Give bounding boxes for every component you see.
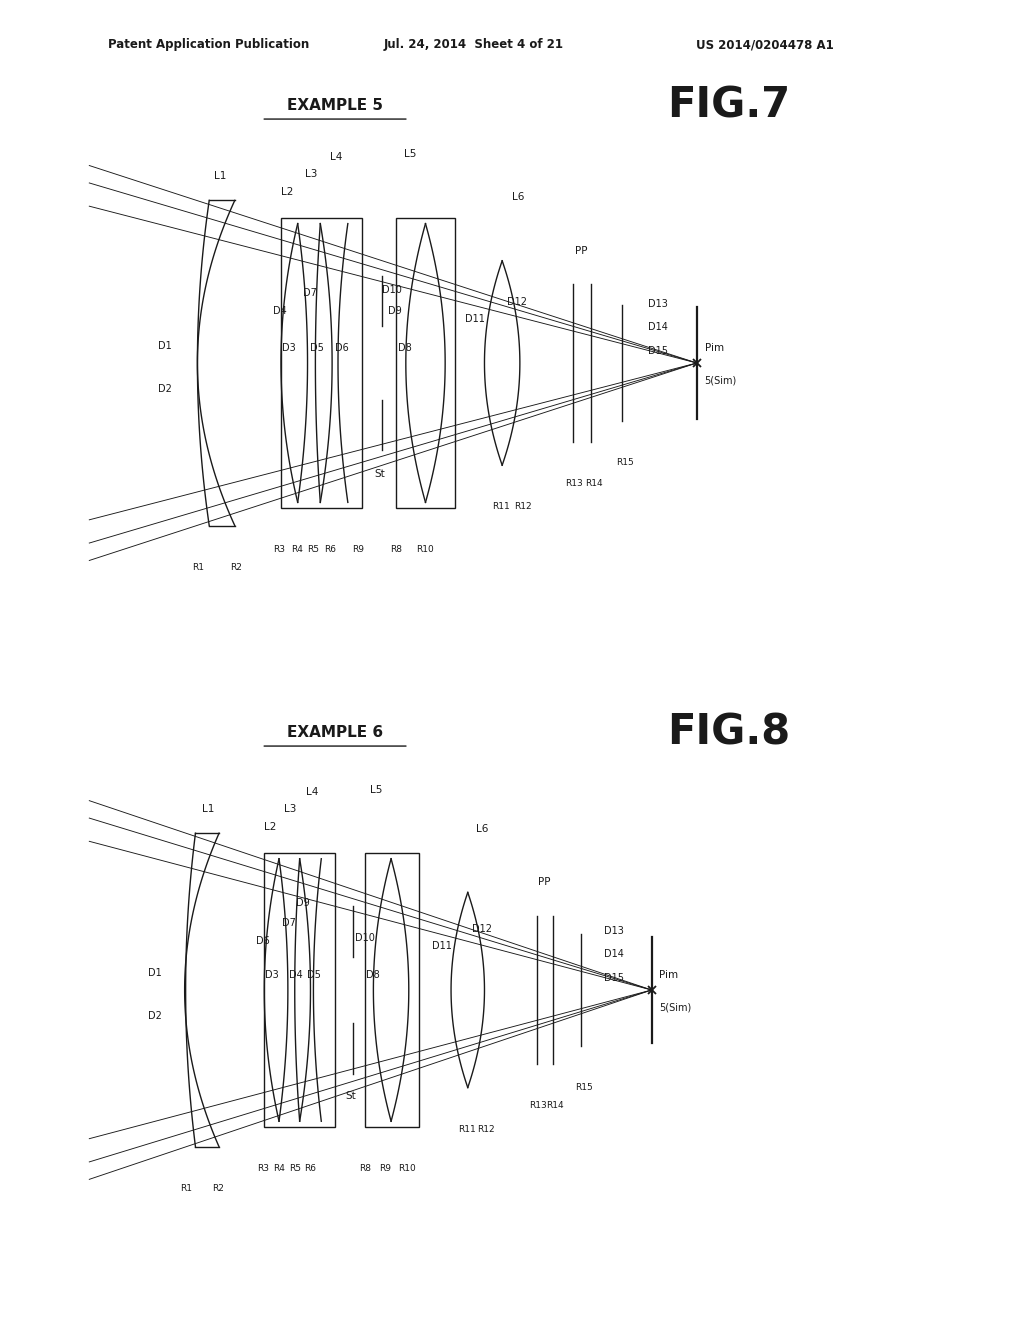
Bar (396, 218, 455, 508)
Text: R5: R5 (289, 1164, 301, 1173)
Text: R6: R6 (325, 545, 336, 554)
Text: D9: D9 (296, 899, 309, 908)
Text: R11: R11 (493, 503, 510, 511)
Text: D3: D3 (265, 970, 279, 981)
Text: R11: R11 (458, 1125, 476, 1134)
Bar (365, 853, 419, 1127)
Text: L1: L1 (214, 172, 226, 181)
Text: L3: L3 (304, 169, 317, 180)
Text: D13: D13 (604, 927, 625, 936)
Text: Patent Application Publication: Patent Application Publication (108, 38, 309, 51)
Text: D1: D1 (158, 341, 172, 351)
Text: St: St (375, 469, 385, 479)
Text: L5: L5 (403, 149, 416, 160)
Text: R2: R2 (229, 562, 242, 572)
Text: R8: R8 (358, 1164, 371, 1173)
Text: D14: D14 (604, 949, 625, 960)
Text: R3: R3 (257, 1164, 269, 1173)
Text: L6: L6 (475, 824, 488, 834)
Text: R5: R5 (307, 545, 319, 554)
Text: D6: D6 (256, 936, 270, 945)
Text: R13: R13 (528, 1101, 547, 1110)
Text: D11: D11 (432, 941, 453, 952)
Text: Pim: Pim (659, 970, 679, 981)
Text: L2: L2 (281, 186, 293, 197)
Text: R14: R14 (585, 479, 602, 488)
Text: R4: R4 (291, 545, 303, 554)
Text: US 2014/0204478 A1: US 2014/0204478 A1 (696, 38, 835, 51)
Text: R4: R4 (273, 1164, 285, 1173)
Text: R1: R1 (193, 562, 205, 572)
Text: FIG.7: FIG.7 (667, 84, 790, 127)
Text: R10: R10 (416, 545, 433, 554)
Text: D10: D10 (382, 285, 402, 296)
Text: D15: D15 (604, 973, 625, 982)
Text: L2: L2 (264, 821, 276, 832)
Text: D4: D4 (289, 970, 303, 981)
Text: D12: D12 (472, 924, 492, 935)
Text: D7: D7 (282, 919, 296, 928)
Text: D15: D15 (647, 346, 668, 355)
Text: EXAMPLE 6: EXAMPLE 6 (287, 725, 383, 739)
Text: R3: R3 (273, 545, 285, 554)
Text: L3: L3 (284, 804, 296, 814)
Text: L1: L1 (203, 804, 215, 814)
Text: D11: D11 (465, 314, 484, 325)
Text: Jul. 24, 2014  Sheet 4 of 21: Jul. 24, 2014 Sheet 4 of 21 (384, 38, 564, 51)
Text: D8: D8 (398, 343, 412, 354)
Text: 5(Sim): 5(Sim) (705, 376, 737, 385)
Text: R9: R9 (379, 1164, 391, 1173)
Text: D2: D2 (158, 384, 172, 395)
Text: R6: R6 (304, 1164, 316, 1173)
Text: L5: L5 (371, 784, 383, 795)
Text: R12: R12 (514, 503, 531, 511)
Text: L4: L4 (305, 787, 317, 797)
Text: FIG.8: FIG.8 (667, 711, 790, 754)
Text: R12: R12 (477, 1125, 496, 1134)
Text: R15: R15 (574, 1082, 593, 1092)
Bar (281, 218, 361, 508)
Text: D8: D8 (366, 970, 379, 981)
Text: D5: D5 (306, 970, 321, 981)
Text: 5(Sim): 5(Sim) (659, 1003, 691, 1012)
Text: D6: D6 (335, 343, 349, 354)
Bar (264, 853, 335, 1127)
Text: L6: L6 (512, 193, 524, 202)
Text: R15: R15 (616, 458, 634, 467)
Text: PP: PP (538, 878, 550, 887)
Text: D3: D3 (282, 343, 296, 354)
Text: PP: PP (574, 246, 588, 256)
Text: D9: D9 (388, 306, 401, 317)
Text: R1: R1 (180, 1184, 191, 1193)
Text: D14: D14 (647, 322, 668, 333)
Text: R9: R9 (352, 545, 364, 554)
Text: D5: D5 (310, 343, 325, 354)
Text: R13: R13 (565, 479, 583, 488)
Text: R14: R14 (547, 1101, 564, 1110)
Text: EXAMPLE 5: EXAMPLE 5 (287, 98, 383, 112)
Text: D1: D1 (148, 968, 162, 978)
Text: L4: L4 (330, 152, 342, 162)
Text: D12: D12 (507, 297, 527, 308)
Text: D13: D13 (647, 300, 668, 309)
Text: D2: D2 (148, 1011, 162, 1022)
Text: R2: R2 (212, 1184, 224, 1193)
Text: R8: R8 (390, 545, 402, 554)
Text: Pim: Pim (705, 343, 724, 354)
Text: D4: D4 (273, 306, 287, 317)
Text: St: St (345, 1092, 355, 1101)
Text: R10: R10 (398, 1164, 416, 1173)
Text: D10: D10 (354, 933, 375, 944)
Text: D7: D7 (303, 288, 316, 297)
